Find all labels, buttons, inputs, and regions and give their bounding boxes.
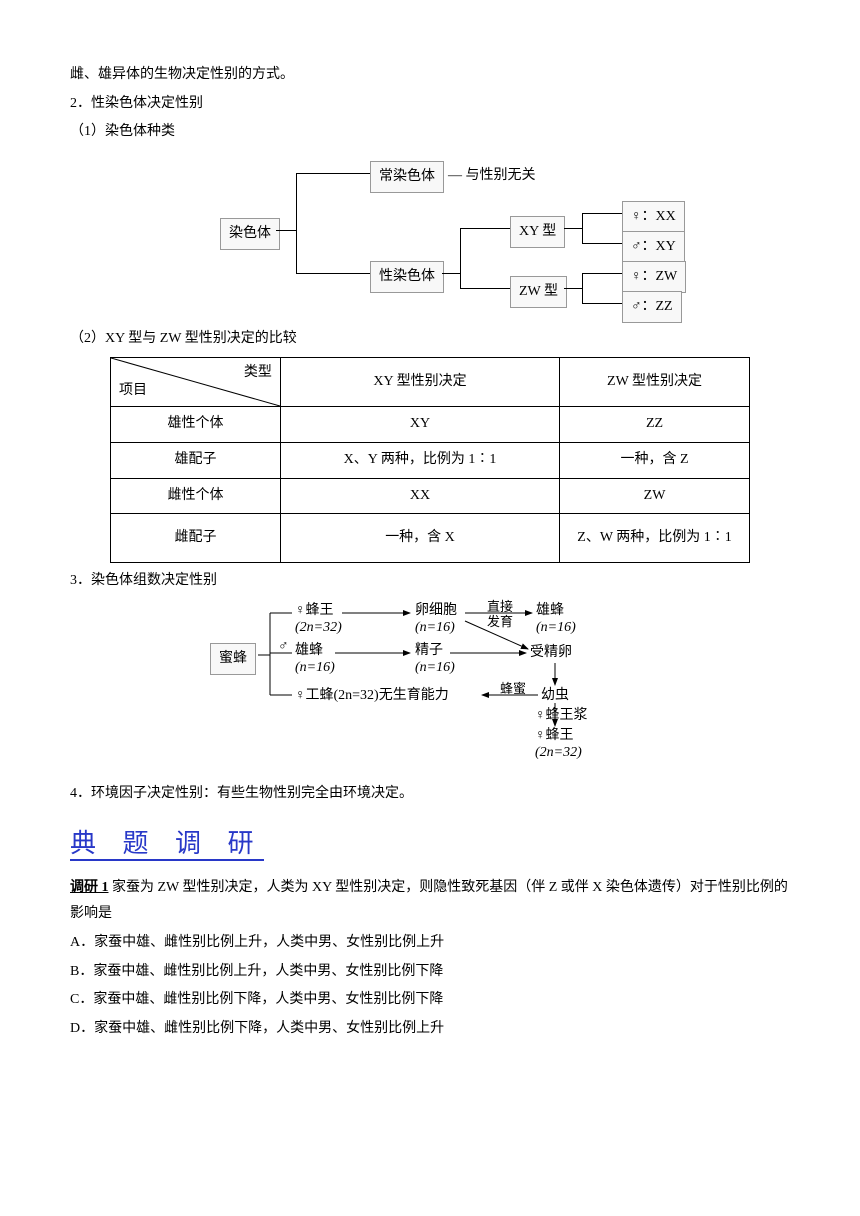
section-heading: 典 题 调 研 xyxy=(70,819,790,868)
table-h-xy: XY 型性别决定 xyxy=(280,358,559,407)
table-r4-zw: Z、W 两种，比例为 1∶1 xyxy=(560,514,750,563)
tree-root: 染色体 xyxy=(220,218,280,251)
intro-line1: 雌、雄异体的生物决定性别的方式。 xyxy=(70,62,790,89)
table-h-zw: ZW 型性别决定 xyxy=(560,358,750,407)
table-r3-zw: ZW xyxy=(560,478,750,514)
q1-opt-d: D．家蚕中雄、雌性别比例下降，人类中男、女性别比例上升 xyxy=(70,1016,790,1043)
table-r4-xy: 一种，含 X xyxy=(280,514,559,563)
tree-male-xy: ♂：XY xyxy=(622,231,685,264)
intro-line2: 2．性染色体决定性别 xyxy=(70,91,790,118)
q1-opt-c: C．家蚕中雄、雌性别比例下降，人类中男、女性别比例下降 xyxy=(70,987,790,1014)
table-r3-xy: XX xyxy=(280,478,559,514)
tree-female-zw: ♀：ZW xyxy=(622,261,686,294)
tree-female-xx: ♀：XX xyxy=(622,201,685,234)
table-r2-xy: X、Y 两种，比例为 1∶1 xyxy=(280,442,559,478)
intro-line3: （1）染色体种类 xyxy=(70,119,790,146)
table-diag-header: 类型 项目 xyxy=(111,358,281,407)
tree-xy: XY 型 xyxy=(510,216,565,249)
tree-sexchrom: 性染色体 xyxy=(370,261,444,294)
table-r1: 雄性个体 xyxy=(111,407,281,443)
tree-zw: ZW 型 xyxy=(510,276,567,309)
table-r2: 雄配子 xyxy=(111,442,281,478)
comparison-table: 类型 项目 XY 型性别决定 ZW 型性别决定 雄性个体 XY ZZ 雄配子 X… xyxy=(110,357,750,563)
comparison-title: （2）XY 型与 ZW 型性别决定的比较 xyxy=(70,326,790,353)
q1-opt-b: B．家蚕中雄、雌性别比例上升，人类中男、女性别比例下降 xyxy=(70,959,790,986)
bee-arrows xyxy=(210,603,710,773)
table-r1-zw: ZZ xyxy=(560,407,750,443)
q1-opt-a: A．家蚕中雄、雌性别比例上升，人类中男、女性别比例上升 xyxy=(70,930,790,957)
table-r3: 雌性个体 xyxy=(111,478,281,514)
tree-autosome: 常染色体 xyxy=(370,161,444,194)
tree-autosome-note: — 与性别无关 xyxy=(448,163,536,190)
sec4-title: 4．环境因子决定性别：有些生物性别完全由环境决定。 xyxy=(70,781,790,808)
q1-stem: 调研 1 家蚕为 ZW 型性别决定，人类为 XY 型性别决定，则隐性致死基因（伴… xyxy=(70,875,790,928)
table-r4: 雌配子 xyxy=(111,514,281,563)
sec3-title: 3．染色体组数决定性别 xyxy=(70,568,790,595)
tree-male-zz: ♂：ZZ xyxy=(622,291,682,324)
bee-diagram: 蜜蜂 ♀蜂王(2n=32) ♂ 雄蜂(n=16) ♀工蜂(2n=32)无生育能力… xyxy=(210,603,710,773)
chromosome-tree-diagram: 染色体 常染色体 — 与性别无关 性染色体 XY 型 ZW 型 ♀：XX ♂：X… xyxy=(220,156,740,316)
table-r1-xy: XY xyxy=(280,407,559,443)
table-r2-zw: 一种，含 Z xyxy=(560,442,750,478)
